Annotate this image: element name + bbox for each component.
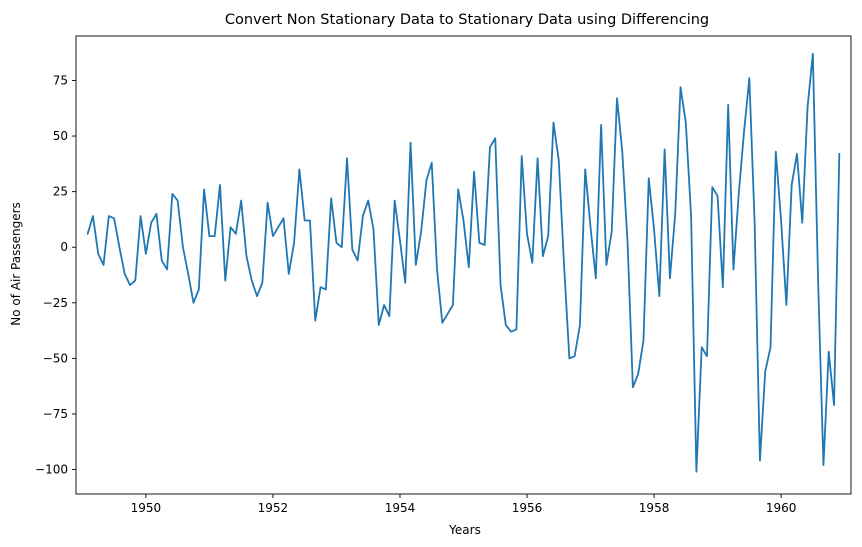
y-tick-label: 75 bbox=[53, 73, 68, 87]
y-tick-label: −100 bbox=[35, 463, 68, 477]
y-tick-label: 50 bbox=[53, 129, 68, 143]
chart-title: Convert Non Stationary Data to Stationar… bbox=[225, 12, 709, 28]
x-tick-label: 1956 bbox=[512, 501, 543, 515]
x-tick-label: 1960 bbox=[766, 501, 797, 515]
x-tick-label: 1958 bbox=[639, 501, 670, 515]
y-tick-label: 25 bbox=[53, 185, 68, 199]
y-tick-label: −75 bbox=[43, 407, 68, 421]
x-tick-label: 1950 bbox=[131, 501, 162, 515]
x-axis-label: Years bbox=[448, 523, 481, 537]
axes-frame bbox=[75, 35, 852, 495]
y-tick-label: −25 bbox=[43, 296, 68, 310]
x-tick-label: 1954 bbox=[385, 501, 416, 515]
y-tick-label: 0 bbox=[60, 240, 68, 254]
plot-area: 1950 1952 1954 1956 1958 1960 75 50 25 0 −25 −50 −75… bbox=[35, 35, 852, 515]
x-tick-label: 1952 bbox=[258, 501, 289, 515]
y-tick-label: −50 bbox=[43, 351, 68, 365]
series-line bbox=[86, 52, 841, 473]
y-axis-label: No of Air Passengers bbox=[9, 202, 23, 326]
